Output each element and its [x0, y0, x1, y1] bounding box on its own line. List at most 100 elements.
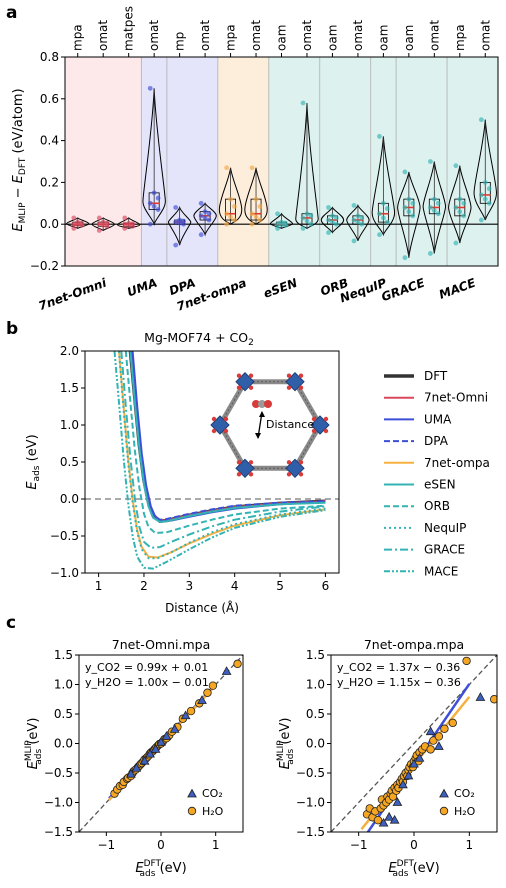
distance-arrowhead [255, 433, 261, 439]
co2-point [414, 752, 425, 762]
violin-point [428, 251, 433, 256]
oxygen-atom [323, 416, 329, 422]
violin-point [406, 209, 412, 215]
top-label-oam: oam [376, 25, 390, 51]
legend-h2o-label: H₂O [202, 805, 224, 818]
violin-point [359, 221, 365, 227]
top-label-oam: oam [402, 25, 416, 51]
violin-point [126, 222, 132, 228]
violin-point [104, 223, 110, 229]
oxygen-atom [298, 385, 304, 390]
legend-co2-label: CO₂ [454, 787, 475, 800]
violin-point [410, 200, 416, 206]
group-band-dpa [166, 57, 218, 266]
violin-point [202, 209, 208, 215]
curve-chart-title: Mg-MOF74 + CO2 [144, 330, 254, 348]
violin-point [71, 225, 77, 231]
co2-point [392, 797, 403, 806]
mof-linker-detail [219, 381, 246, 426]
violin-point [410, 213, 416, 219]
parity-plot-7net-omni: 7net-Omni.mpa −1.5 −1.0 −0.5 0.0 0.5 1.0 1.5 −1 0… [24, 637, 244, 879]
co2-point [156, 737, 166, 746]
oxygen-atom [248, 460, 254, 465]
violin-point [453, 163, 459, 169]
distance-arrowhead [259, 411, 265, 417]
violin-point [380, 200, 386, 206]
y-tick-label: 0.5 [306, 707, 325, 721]
violin-point [257, 204, 263, 209]
violin-point [355, 219, 361, 225]
mof-structure-illustration: Distance [210, 371, 330, 479]
violin-point [330, 219, 335, 225]
category-label-esen: eSEN [262, 276, 300, 301]
y-tick-label: 0.8 [40, 50, 59, 64]
category-label-mace: MACE [437, 275, 478, 301]
legend-co2-label: CO₂ [202, 787, 223, 800]
x-tick-label: 1 [95, 579, 103, 593]
top-label-omat: omat [96, 20, 110, 51]
legend-label-uma: UMA [424, 412, 452, 426]
series-line-nequip [118, 351, 326, 560]
violin-point [71, 215, 77, 221]
y-tick-label: 1.5 [306, 648, 325, 662]
violin-point [253, 214, 259, 220]
violin-point [478, 192, 484, 198]
violin-point [228, 196, 233, 202]
group-band-grace [396, 57, 448, 266]
h2o-point [203, 688, 212, 697]
co2-point [434, 741, 444, 750]
violin-point [130, 223, 135, 229]
co2-point [150, 744, 161, 753]
y-tick-label: −1.5 [296, 825, 325, 839]
violin-point [173, 219, 179, 225]
top-label-mp: mp [173, 32, 187, 51]
legend-label-mace: MACE [424, 564, 458, 578]
violin-point [198, 200, 204, 206]
oxygen-atom [286, 385, 292, 390]
violin-point [232, 204, 237, 209]
series-line-grace [120, 351, 326, 549]
h2o-point [373, 816, 383, 825]
x-tick-label: −1 [350, 838, 368, 852]
violin-point [428, 205, 433, 210]
x-tick-label: 6 [322, 579, 330, 593]
legend-label-7net-omni: 7net-Omni [424, 391, 488, 405]
violin-point [482, 180, 488, 185]
legend-label-nequip: NequIP [424, 521, 466, 535]
x-tick-label: 1 [466, 838, 474, 852]
co2-point [398, 779, 408, 789]
violin-point [202, 215, 208, 221]
violin-point [122, 221, 128, 227]
violin-point [300, 100, 306, 106]
y-tick-label: −1.5 [44, 825, 73, 839]
co2-point [126, 768, 136, 778]
violin-point [75, 222, 81, 228]
violin-point [384, 219, 390, 225]
legend-label-dft: DFT [424, 369, 448, 383]
violin-point [96, 221, 102, 227]
y-tick-label: 0.5 [54, 707, 73, 721]
violin-point [304, 218, 310, 224]
violin-point [79, 222, 85, 228]
violin-point [428, 159, 433, 164]
co2-point [221, 666, 232, 675]
violin-point [304, 211, 310, 217]
violin-point [308, 213, 314, 219]
violin-point [151, 190, 157, 196]
parity-plot-7net-ompa: 7net-ompa.mpa −1.5 −1.0 −0.5 0.0 0.5 1.0 1.5 −1 0… [276, 637, 498, 879]
legend-h2o-marker [439, 806, 449, 816]
top-label-omat: omat [478, 20, 492, 51]
oxygen-atom [298, 460, 304, 465]
violin-point [486, 186, 492, 192]
y-tick-label: 0.0 [40, 217, 59, 231]
co2-point [169, 724, 180, 733]
violin-point [377, 232, 382, 238]
oxygen-atom [236, 472, 242, 477]
co2-point [180, 710, 191, 720]
violin-point [453, 240, 459, 246]
violin-point [431, 196, 437, 202]
violin-point [482, 196, 488, 202]
parity-x-axis-label: EDFT ads (eV) [135, 859, 186, 879]
violin-point [333, 221, 339, 227]
h2o-point [440, 724, 449, 733]
